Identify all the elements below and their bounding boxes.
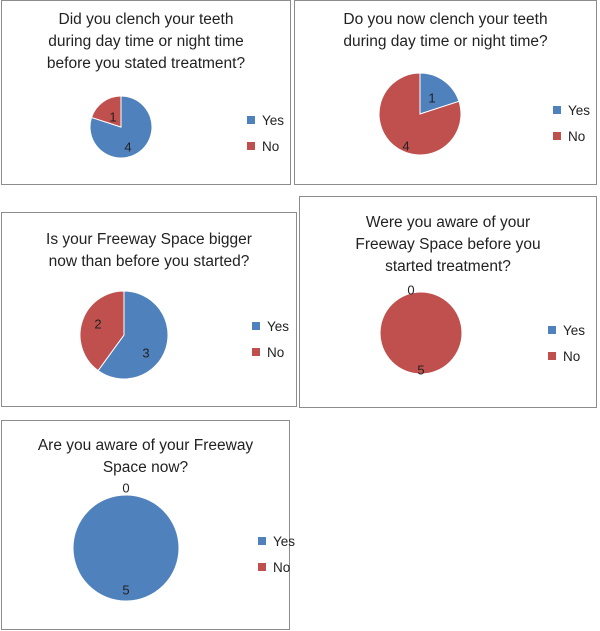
pie-slice-yes <box>97 290 169 380</box>
chart-title-line: Did you clench your teeth <box>58 11 234 28</box>
pie-slice-yes <box>419 72 460 115</box>
legend-item-yes: Yes <box>252 317 289 335</box>
legend: Yes No <box>258 532 295 584</box>
chart-panel-4: Were you aware of your Freeway Space befo… <box>299 196 597 408</box>
legend-swatch <box>247 142 255 150</box>
data-label-yes: 0 <box>407 282 414 297</box>
chart-panel-1: Did you clench your teeth during day time… <box>1 0 291 185</box>
legend: Yes No <box>548 321 585 373</box>
pie-chart: 05 <box>379 282 463 377</box>
legend-label: No <box>563 348 581 364</box>
legend-item-yes: Yes <box>553 101 590 119</box>
chart-title-line: Freeway Space before you <box>355 236 541 253</box>
legend-label: Yes <box>568 102 591 118</box>
pie-chart: 32 <box>79 290 169 380</box>
chart-title-line: during day time or night time? <box>343 33 548 50</box>
chart-panel-2: Do you now clench your teeth during day t… <box>294 0 597 185</box>
pie-slice-no <box>378 72 462 156</box>
chart-title: Were you aware of your Freeway Space befo… <box>300 212 596 278</box>
pie-slice-no <box>379 291 463 375</box>
legend-item-yes: Yes <box>548 321 585 339</box>
legend-swatch <box>252 322 260 330</box>
legend-label: No <box>568 128 586 144</box>
legend: Yes No <box>252 317 289 369</box>
legend-label: No <box>267 344 285 360</box>
pie-slice-no <box>79 290 125 372</box>
legend-swatch <box>548 326 556 334</box>
legend-item-no: No <box>553 127 590 145</box>
legend-item-yes: Yes <box>247 111 284 129</box>
pie-slice-no <box>90 95 122 128</box>
chart-title-line: Is your Freeway Space bigger <box>46 231 252 248</box>
pie-chart: 50 <box>72 480 180 602</box>
chart-panel-3: Is your Freeway Space bigger now than bef… <box>1 212 297 407</box>
legend-swatch <box>247 116 255 124</box>
legend-item-no: No <box>252 343 289 361</box>
legend-item-yes: Yes <box>258 532 295 550</box>
chart-title: Did you clench your teeth during day time… <box>2 9 290 75</box>
chart-title: Is your Freeway Space bigger now than bef… <box>2 229 296 273</box>
legend: Yes No <box>247 111 284 163</box>
data-label-no: 0 <box>122 480 129 495</box>
legend: Yes No <box>553 101 590 153</box>
data-label-yes: 1 <box>428 90 435 105</box>
chart-title-line: Do you now clench your teeth <box>343 11 548 28</box>
legend-label: Yes <box>267 318 290 334</box>
legend-item-no: No <box>548 347 585 365</box>
data-label-no: 1 <box>109 109 116 124</box>
legend-label: Yes <box>262 112 285 128</box>
pie-chart: 14 <box>378 72 462 156</box>
chart-title-line: now than before you started? <box>48 253 250 270</box>
data-label-yes: 5 <box>122 582 129 597</box>
legend-swatch <box>252 348 260 356</box>
chart-title-line: before you stated treatment? <box>46 55 246 72</box>
data-label-no: 5 <box>417 362 424 377</box>
data-label-no: 2 <box>94 316 101 331</box>
chart-title: Are you aware of your Freeway Space now? <box>2 435 289 479</box>
data-label-yes: 3 <box>142 345 149 360</box>
chart-title-line: started treatment? <box>385 258 511 275</box>
data-label-yes: 4 <box>124 139 131 154</box>
legend-label: No <box>262 138 280 154</box>
chart-panel-5: Are you aware of your Freeway Space now? 5… <box>1 420 295 630</box>
chart-title-line: Were you aware of your <box>365 214 531 231</box>
legend-label: Yes <box>563 322 586 338</box>
chart-title-line: Space now? <box>102 459 189 476</box>
chart-title: Do you now clench your teeth during day t… <box>295 9 596 53</box>
legend-swatch <box>553 106 561 114</box>
legend-swatch <box>548 352 556 360</box>
data-label-no: 4 <box>402 138 409 153</box>
pie-chart: 41 <box>89 95 153 159</box>
pie-slice-yes <box>72 494 180 602</box>
chart-title-line: during day time or night time <box>48 33 244 50</box>
legend-item-no: No <box>258 558 295 576</box>
pie-slice-yes <box>89 95 153 159</box>
legend-swatch <box>258 563 266 571</box>
legend-label: Yes <box>273 533 296 549</box>
legend-item-no: No <box>247 137 284 155</box>
legend-swatch <box>553 132 561 140</box>
legend-label: No <box>273 559 291 575</box>
legend-swatch <box>258 537 266 545</box>
chart-title-line: Are you aware of your Freeway <box>37 437 254 454</box>
